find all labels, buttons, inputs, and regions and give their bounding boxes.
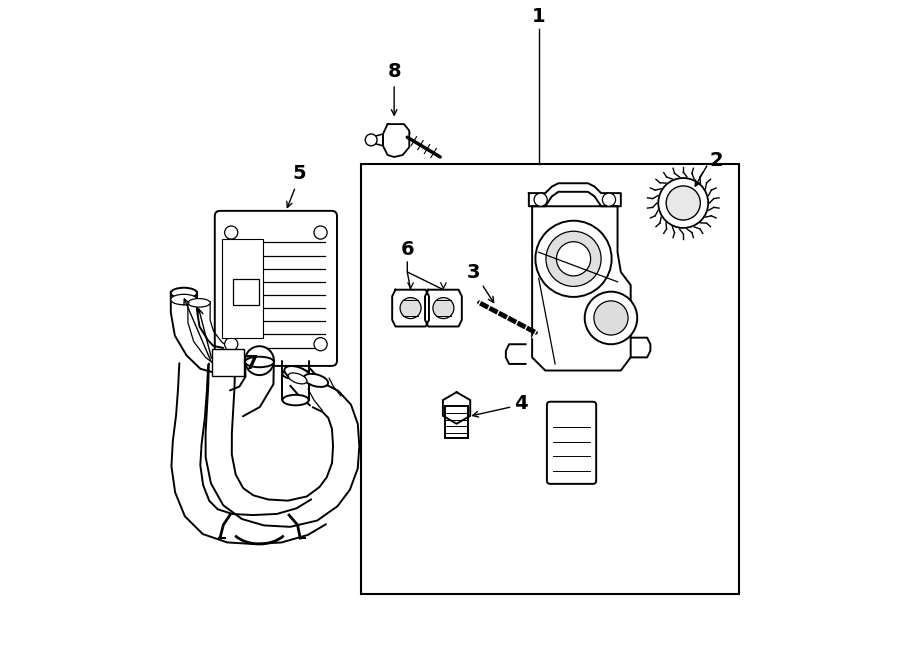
Circle shape (602, 193, 616, 206)
Circle shape (666, 186, 700, 220)
Bar (361, 163, 739, 594)
Circle shape (314, 338, 327, 351)
Circle shape (433, 297, 454, 319)
Polygon shape (371, 134, 383, 146)
Circle shape (225, 226, 238, 239)
Ellipse shape (304, 374, 328, 387)
Circle shape (225, 338, 238, 351)
Circle shape (546, 231, 601, 286)
Circle shape (245, 346, 274, 375)
Circle shape (536, 221, 612, 297)
Circle shape (658, 178, 708, 228)
Circle shape (400, 297, 421, 319)
Circle shape (365, 134, 377, 146)
Circle shape (314, 226, 327, 239)
Ellipse shape (288, 373, 307, 384)
Polygon shape (425, 290, 462, 327)
Ellipse shape (283, 395, 309, 405)
Text: 4: 4 (515, 394, 528, 413)
Ellipse shape (284, 366, 310, 381)
Circle shape (556, 242, 590, 276)
Circle shape (585, 292, 637, 344)
Circle shape (594, 301, 628, 335)
Ellipse shape (188, 299, 211, 307)
Text: 7: 7 (245, 354, 258, 373)
Polygon shape (383, 124, 410, 157)
Ellipse shape (171, 288, 197, 298)
Circle shape (652, 171, 715, 235)
Bar (445, 406, 468, 438)
Text: 1: 1 (532, 7, 545, 26)
Ellipse shape (283, 369, 309, 379)
Polygon shape (443, 392, 470, 424)
Bar (233, 278, 259, 305)
Text: 8: 8 (387, 62, 401, 81)
Polygon shape (631, 338, 651, 358)
Circle shape (534, 193, 547, 206)
Ellipse shape (171, 294, 197, 305)
Text: 6: 6 (400, 240, 414, 259)
Polygon shape (532, 206, 631, 371)
Text: 2: 2 (709, 151, 724, 170)
Bar (212, 350, 244, 375)
Bar (222, 239, 263, 338)
FancyBboxPatch shape (215, 211, 337, 366)
Text: 5: 5 (292, 165, 306, 183)
Ellipse shape (245, 357, 274, 368)
Polygon shape (506, 344, 526, 364)
FancyBboxPatch shape (547, 402, 596, 484)
Polygon shape (392, 290, 429, 327)
Polygon shape (529, 183, 621, 206)
Text: 3: 3 (466, 263, 480, 282)
